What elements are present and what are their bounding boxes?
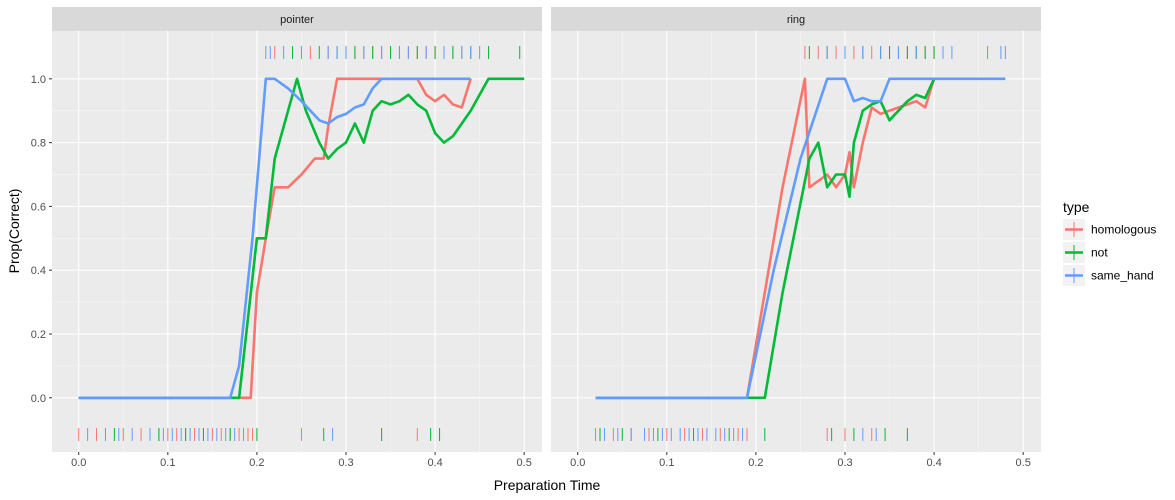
y-tick-label: 0.4 [31, 265, 46, 277]
facet-strip [52, 7, 542, 31]
panel-background [551, 31, 1041, 452]
legend-item-same_hand: same_hand [1063, 265, 1154, 286]
facet-panel-pointer: pointer 0.0 0.1 0.2 0.3 0.4 0.5 0.0 0.2 0.4 0.6 0.8… [31, 7, 542, 469]
y-tick-label: 0.8 [31, 138, 46, 150]
series-line-not [78, 77, 525, 400]
x-tick-label: 0.0 [570, 457, 585, 469]
x-tick-label: 0.4 [926, 457, 941, 469]
x-tick-label: 0.2 [249, 457, 264, 469]
x-tick-label: 0.1 [659, 457, 674, 469]
facet-panel-ring: ring 0.0 0.1 0.2 0.3 0.4 0.5 [551, 7, 1041, 469]
panel-background [52, 31, 542, 452]
facet-strip [551, 7, 1041, 31]
legend-label: not [1091, 246, 1108, 260]
series-line-not [595, 78, 936, 400]
y-tick-label: 1.0 [31, 74, 46, 86]
x-tick-label: 0.1 [160, 457, 175, 469]
x-tick-label: 0.4 [427, 457, 442, 469]
legend-title: type [1063, 199, 1090, 215]
legend-item-homologous: homologous [1063, 219, 1156, 240]
x-tick-label: 0.3 [338, 457, 353, 469]
y-tick-label: 0.6 [31, 201, 46, 213]
legend-label: homologous [1091, 223, 1156, 237]
legend-item-not: not [1063, 242, 1108, 263]
series-line-same_hand [595, 77, 1006, 400]
rug-same_hand [87, 46, 481, 441]
x-axis-title: Preparation Time [494, 477, 601, 493]
y-tick-label: 0.0 [31, 393, 46, 405]
legend: type homologous not same_hand [1063, 199, 1156, 286]
rug-same_hand [603, 46, 1006, 441]
x-tick-label: 0.3 [837, 457, 852, 469]
legend-label: same_hand [1091, 269, 1154, 283]
facet-strip-label: ring [787, 14, 805, 26]
y-tick-label: 0.2 [31, 329, 46, 341]
facet-strip-label: pointer [280, 14, 314, 26]
facets-layer: pointer 0.0 0.1 0.2 0.3 0.4 0.5 0.0 0.2 0.4 0.6 0.8… [31, 7, 1041, 469]
x-tick-label: 0.5 [1016, 457, 1031, 469]
x-tick-label: 0.5 [517, 457, 532, 469]
x-tick-label: 0.2 [748, 457, 763, 469]
series-line-same_hand [78, 77, 471, 400]
x-tick-label: 0.0 [71, 457, 86, 469]
y-axis-title: Prop(Correct) [6, 189, 22, 274]
